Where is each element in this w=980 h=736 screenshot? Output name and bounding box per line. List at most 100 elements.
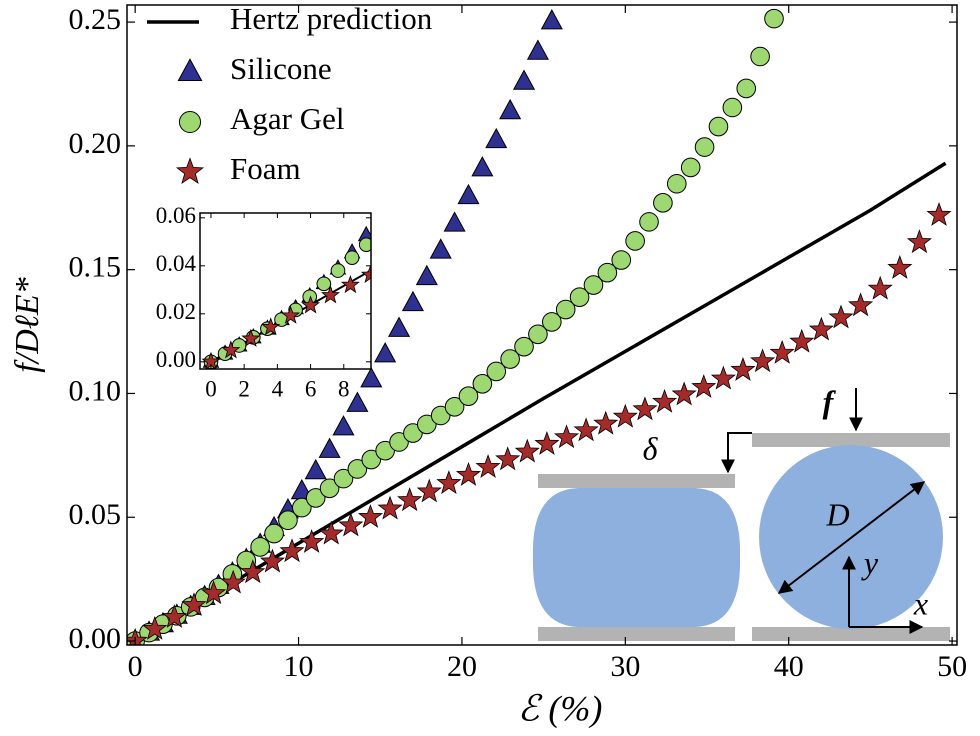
- inset-x-tick-label: 4: [272, 376, 284, 401]
- point: [534, 431, 560, 455]
- x-tick-label: 50: [937, 650, 967, 683]
- point: [346, 391, 369, 412]
- point: [486, 153, 500, 167]
- point: [528, 324, 548, 345]
- annotation: y: [861, 544, 879, 580]
- y-tick-label: 0.20: [69, 127, 122, 160]
- point: [397, 487, 423, 512]
- point: [250, 537, 270, 557]
- point: [486, 26, 501, 40]
- inset-y-tick-label: 0.06: [156, 203, 196, 228]
- diameter-arrow: [777, 481, 926, 594]
- inset-x-tick-label: 8: [338, 376, 350, 401]
- point: [436, 470, 462, 494]
- point: [661, 149, 678, 165]
- point: [201, 580, 227, 605]
- legend-label: Hertz prediction: [230, 1, 433, 36]
- point: [220, 569, 246, 594]
- point: [319, 478, 340, 499]
- point: [495, 446, 521, 471]
- point: [358, 237, 371, 252]
- point: [457, 76, 472, 90]
- plate: [752, 433, 950, 447]
- legend-label: Foam: [230, 151, 301, 186]
- x-tick-label: 0: [128, 650, 143, 683]
- point: [632, 396, 658, 421]
- point: [375, 440, 395, 461]
- point: [344, 250, 360, 265]
- point: [543, 118, 557, 132]
- point: [240, 559, 266, 584]
- point: [299, 529, 325, 553]
- point: [691, 374, 717, 398]
- point: [526, 39, 549, 60]
- point: [377, 495, 403, 520]
- x-tick-label: 10: [284, 650, 314, 683]
- point: [571, 94, 585, 108]
- point: [402, 249, 419, 265]
- point: [601, 170, 618, 186]
- point: [670, 10, 684, 24]
- point: [388, 216, 402, 230]
- annotation: δ: [643, 430, 659, 466]
- legend-marker: [178, 110, 202, 134]
- inset-y-tick-label: 0.04: [156, 251, 197, 276]
- point: [471, 156, 494, 177]
- legend-marker: [175, 157, 205, 184]
- point: [514, 336, 534, 357]
- legend-label: Silicone: [230, 51, 332, 86]
- point: [429, 124, 444, 138]
- point: [455, 461, 482, 486]
- inset-plot-area: [201, 1, 917, 369]
- point: [730, 357, 756, 381]
- point: [458, 386, 479, 406]
- point: [867, 275, 893, 300]
- point: [373, 226, 387, 240]
- point: [402, 207, 416, 221]
- point: [800, 99, 817, 115]
- y-axis-label: f/DℓE*: [9, 277, 46, 372]
- diagram: δ f D y x: [532, 383, 950, 641]
- point: [429, 238, 452, 259]
- point: [736, 78, 757, 99]
- point: [671, 381, 697, 406]
- point: [612, 403, 638, 428]
- point: [769, 339, 795, 364]
- point: [573, 417, 599, 442]
- point: [900, 51, 917, 67]
- point: [500, 1, 515, 15]
- point: [541, 192, 558, 208]
- point: [840, 82, 857, 98]
- point: [722, 97, 743, 118]
- point: [521, 200, 538, 216]
- point: [462, 225, 479, 241]
- point: [305, 488, 326, 508]
- point: [656, 22, 670, 36]
- point: [241, 328, 261, 347]
- point: [599, 70, 613, 84]
- plot-area: [127, 8, 952, 645]
- point: [529, 128, 543, 142]
- point: [373, 208, 388, 222]
- point: [340, 275, 360, 294]
- annotation: D: [825, 496, 849, 532]
- point: [444, 397, 465, 417]
- point: [926, 202, 952, 226]
- y-tick-label: 0.00: [69, 622, 122, 655]
- point: [316, 276, 332, 292]
- point: [611, 250, 632, 270]
- y-tick-label: 0.15: [69, 251, 122, 284]
- point: [485, 127, 508, 149]
- point: [374, 342, 397, 363]
- point: [361, 449, 382, 470]
- compressed-cylinder: [532, 488, 741, 627]
- point: [561, 185, 578, 201]
- point: [281, 305, 301, 324]
- plot-frame: [126, 4, 958, 646]
- point: [318, 520, 344, 545]
- point: [569, 287, 590, 307]
- point: [292, 497, 312, 518]
- y-tick-label: 0.10: [69, 374, 122, 407]
- point: [906, 229, 932, 254]
